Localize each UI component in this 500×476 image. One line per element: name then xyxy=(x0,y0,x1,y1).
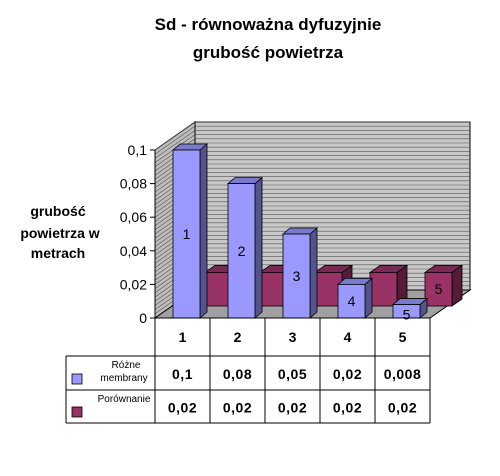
legend-swatch-series2 xyxy=(71,406,83,418)
y-axis-label-line2: powietrza w xyxy=(20,225,99,241)
chart-title-line2: grubość powietrza xyxy=(193,43,344,62)
series2-bar xyxy=(369,271,398,307)
table-value-cell: 0,02 xyxy=(168,400,197,416)
y-tick-label: 0,02 xyxy=(120,276,147,292)
y-axis-label-line3: metrach xyxy=(31,245,85,261)
table-value-cell: 0,02 xyxy=(333,400,362,416)
y-axis-label-line1: grubość xyxy=(30,203,85,219)
series1-bar-side xyxy=(309,227,318,319)
series2-bar-group xyxy=(368,264,409,307)
table-value-cell: 0,08 xyxy=(223,366,252,382)
series1-bar-label: 2 xyxy=(238,243,246,259)
side-grid-line xyxy=(154,130,196,159)
legend-label-series1: Różne xyxy=(112,360,141,371)
x-category-label: 2 xyxy=(234,329,242,345)
x-category-label: 3 xyxy=(289,329,297,345)
series2-bar xyxy=(204,271,233,307)
series2-bar xyxy=(259,271,288,307)
series1-bar xyxy=(172,149,201,319)
y-tick-label: 0,06 xyxy=(120,209,147,225)
series1-bar-label: 1 xyxy=(183,226,191,242)
series2-bar xyxy=(314,271,343,307)
series1-bar-side xyxy=(199,143,208,319)
series1-bar-side xyxy=(254,176,263,319)
table-value-cell: 0,02 xyxy=(223,400,252,416)
x-category-label: 1 xyxy=(179,329,187,345)
side-grid-line xyxy=(154,125,196,155)
y-tick-label: 0,08 xyxy=(120,176,147,192)
y-tick-label: 0 xyxy=(139,310,147,326)
x-category-label: 4 xyxy=(344,329,352,345)
table-value-cell: 0,02 xyxy=(388,400,417,416)
series1-bar-label: 4 xyxy=(348,293,356,309)
series1-bar-label: 5 xyxy=(403,307,411,323)
series1-bar-label: 3 xyxy=(293,268,301,284)
legend-label-series1: membrany xyxy=(100,373,147,384)
table-value-cell: 0,1 xyxy=(172,366,193,382)
side-grid-line xyxy=(154,121,196,151)
chart-title-line1: Sd - równoważna dyfuzyjnie xyxy=(155,15,382,34)
series2-bar-group: 5 xyxy=(423,264,464,307)
series2-bar xyxy=(424,271,453,307)
legend-swatch-series1 xyxy=(71,373,83,385)
x-category-label: 5 xyxy=(399,329,407,345)
series1-bar xyxy=(227,183,256,319)
table-value-cell: 0,02 xyxy=(278,400,307,416)
table-value-cell: 0,008 xyxy=(384,366,422,382)
series2-bar-label: 5 xyxy=(435,281,443,297)
y-tick-label: 0,04 xyxy=(120,243,147,259)
table-value-cell: 0,02 xyxy=(333,366,362,382)
y-tick-label: 0,1 xyxy=(128,142,148,158)
legend-label-series2: Porównanie xyxy=(98,394,151,405)
series1-bar xyxy=(282,233,311,319)
series1-bar-side xyxy=(364,277,373,319)
table-value-cell: 0,05 xyxy=(278,366,307,382)
